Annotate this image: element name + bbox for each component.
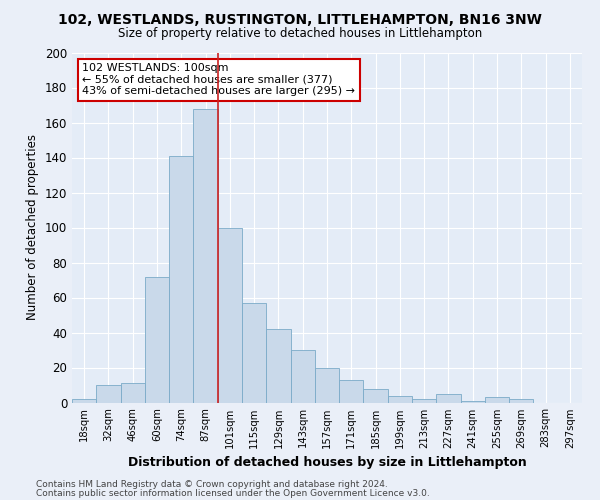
Bar — [509, 399, 533, 402]
Text: 102 WESTLANDS: 100sqm
← 55% of detached houses are smaller (377)
43% of semi-det: 102 WESTLANDS: 100sqm ← 55% of detached … — [82, 63, 355, 96]
Bar — [96, 385, 121, 402]
Bar — [485, 397, 509, 402]
Bar — [242, 302, 266, 402]
Text: Contains HM Land Registry data © Crown copyright and database right 2024.: Contains HM Land Registry data © Crown c… — [36, 480, 388, 489]
Bar — [72, 399, 96, 402]
Bar — [121, 383, 145, 402]
X-axis label: Distribution of detached houses by size in Littlehampton: Distribution of detached houses by size … — [128, 456, 526, 469]
Bar — [388, 396, 412, 402]
Bar — [315, 368, 339, 402]
Text: Contains public sector information licensed under the Open Government Licence v3: Contains public sector information licen… — [36, 488, 430, 498]
Bar — [193, 108, 218, 403]
Bar — [412, 399, 436, 402]
Text: 102, WESTLANDS, RUSTINGTON, LITTLEHAMPTON, BN16 3NW: 102, WESTLANDS, RUSTINGTON, LITTLEHAMPTO… — [58, 12, 542, 26]
Y-axis label: Number of detached properties: Number of detached properties — [26, 134, 39, 320]
Text: Size of property relative to detached houses in Littlehampton: Size of property relative to detached ho… — [118, 28, 482, 40]
Bar — [266, 329, 290, 402]
Bar — [169, 156, 193, 402]
Bar — [218, 228, 242, 402]
Bar — [436, 394, 461, 402]
Bar — [339, 380, 364, 402]
Bar — [461, 400, 485, 402]
Bar — [290, 350, 315, 403]
Bar — [364, 388, 388, 402]
Bar — [145, 276, 169, 402]
